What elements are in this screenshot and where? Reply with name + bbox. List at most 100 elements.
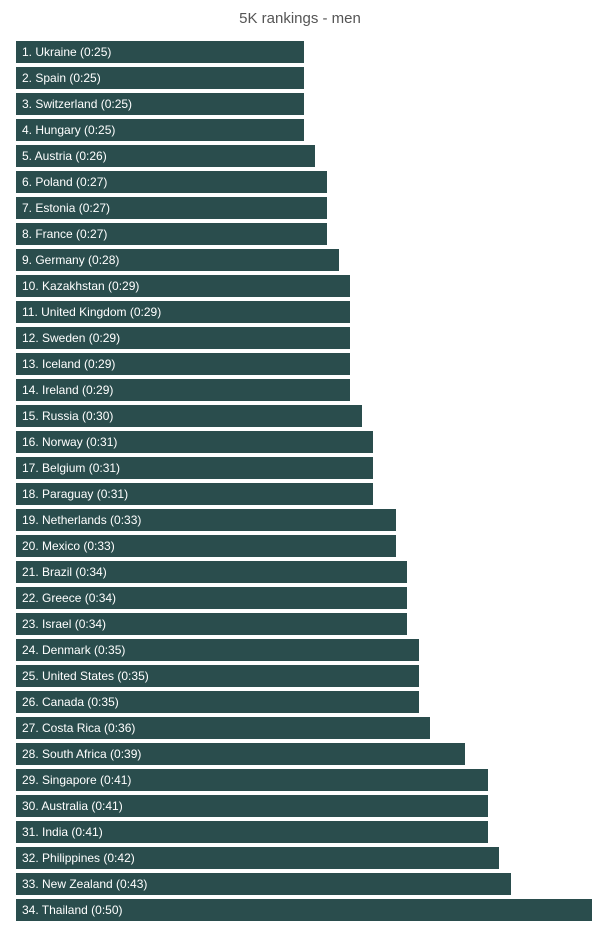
bar-label: 15. Russia (0:30) bbox=[22, 409, 113, 423]
bar-label: 6. Poland (0:27) bbox=[22, 175, 107, 189]
bar-row: 11. United Kingdom (0:29) bbox=[16, 301, 594, 323]
bar-fill: 26. Canada (0:35) bbox=[16, 691, 419, 713]
bar-label: 19. Netherlands (0:33) bbox=[22, 513, 141, 527]
bar-row: 5. Austria (0:26) bbox=[16, 145, 594, 167]
bar-label: 4. Hungary (0:25) bbox=[22, 123, 115, 137]
bar-row: 17. Belgium (0:31) bbox=[16, 457, 594, 479]
bar-label: 34. Thailand (0:50) bbox=[22, 903, 123, 917]
bar-fill: 10. Kazakhstan (0:29) bbox=[16, 275, 350, 297]
bar-list: 1. Ukraine (0:25) 2. Spain (0:25) 3. Switz… bbox=[0, 41, 600, 921]
bar-label: 13. Iceland (0:29) bbox=[22, 357, 115, 371]
bar-row: 19. Netherlands (0:33) bbox=[16, 509, 594, 531]
chart-title: 5K rankings - men bbox=[0, 10, 600, 27]
bar-fill: 2. Spain (0:25) bbox=[16, 67, 304, 89]
bar-label: 33. New Zealand (0:43) bbox=[22, 877, 147, 891]
bar-row: 13. Iceland (0:29) bbox=[16, 353, 594, 375]
bar-label: 27. Costa Rica (0:36) bbox=[22, 721, 135, 735]
bar-row: 33. New Zealand (0:43) bbox=[16, 873, 594, 895]
bar-label: 25. United States (0:35) bbox=[22, 669, 149, 683]
bar-row: 16. Norway (0:31) bbox=[16, 431, 594, 453]
bar-row: 32. Philippines (0:42) bbox=[16, 847, 594, 869]
bar-label: 31. India (0:41) bbox=[22, 825, 103, 839]
bar-fill: 34. Thailand (0:50) bbox=[16, 899, 592, 921]
bar-fill: 6. Poland (0:27) bbox=[16, 171, 327, 193]
bar-label: 9. Germany (0:28) bbox=[22, 253, 119, 267]
bar-fill: 21. Brazil (0:34) bbox=[16, 561, 407, 583]
bar-fill: 27. Costa Rica (0:36) bbox=[16, 717, 430, 739]
bar-fill: 3. Switzerland (0:25) bbox=[16, 93, 304, 115]
bar-fill: 25. United States (0:35) bbox=[16, 665, 419, 687]
bar-label: 22. Greece (0:34) bbox=[22, 591, 116, 605]
bar-row: 18. Paraguay (0:31) bbox=[16, 483, 594, 505]
bar-label: 23. Israel (0:34) bbox=[22, 617, 106, 631]
bar-row: 24. Denmark (0:35) bbox=[16, 639, 594, 661]
bar-label: 2. Spain (0:25) bbox=[22, 71, 101, 85]
bar-fill: 17. Belgium (0:31) bbox=[16, 457, 373, 479]
bar-fill: 20. Mexico (0:33) bbox=[16, 535, 396, 557]
bar-label: 11. United Kingdom (0:29) bbox=[22, 305, 161, 319]
bar-label: 16. Norway (0:31) bbox=[22, 435, 117, 449]
bar-fill: 29. Singapore (0:41) bbox=[16, 769, 488, 791]
bar-label: 7. Estonia (0:27) bbox=[22, 201, 110, 215]
bar-fill: 1. Ukraine (0:25) bbox=[16, 41, 304, 63]
bar-fill: 14. Ireland (0:29) bbox=[16, 379, 350, 401]
bar-fill: 18. Paraguay (0:31) bbox=[16, 483, 373, 505]
bar-fill: 33. New Zealand (0:43) bbox=[16, 873, 511, 895]
bar-row: 3. Switzerland (0:25) bbox=[16, 93, 594, 115]
bar-fill: 12. Sweden (0:29) bbox=[16, 327, 350, 349]
bar-label: 18. Paraguay (0:31) bbox=[22, 487, 128, 501]
bar-row: 34. Thailand (0:50) bbox=[16, 899, 594, 921]
bar-fill: 8. France (0:27) bbox=[16, 223, 327, 245]
bar-label: 21. Brazil (0:34) bbox=[22, 565, 107, 579]
bar-label: 8. France (0:27) bbox=[22, 227, 107, 241]
bar-label: 1. Ukraine (0:25) bbox=[22, 45, 111, 59]
bar-fill: 9. Germany (0:28) bbox=[16, 249, 339, 271]
bar-row: 4. Hungary (0:25) bbox=[16, 119, 594, 141]
bar-label: 14. Ireland (0:29) bbox=[22, 383, 113, 397]
bar-fill: 28. South Africa (0:39) bbox=[16, 743, 465, 765]
bar-row: 20. Mexico (0:33) bbox=[16, 535, 594, 557]
bar-row: 31. India (0:41) bbox=[16, 821, 594, 843]
bar-label: 17. Belgium (0:31) bbox=[22, 461, 120, 475]
bar-fill: 22. Greece (0:34) bbox=[16, 587, 407, 609]
bar-label: 5. Austria (0:26) bbox=[22, 149, 107, 163]
bar-row: 15. Russia (0:30) bbox=[16, 405, 594, 427]
bar-fill: 7. Estonia (0:27) bbox=[16, 197, 327, 219]
bar-label: 24. Denmark (0:35) bbox=[22, 643, 125, 657]
bar-row: 29. Singapore (0:41) bbox=[16, 769, 594, 791]
bar-row: 28. South Africa (0:39) bbox=[16, 743, 594, 765]
bar-label: 29. Singapore (0:41) bbox=[22, 773, 131, 787]
bar-row: 6. Poland (0:27) bbox=[16, 171, 594, 193]
bar-fill: 23. Israel (0:34) bbox=[16, 613, 407, 635]
bar-fill: 16. Norway (0:31) bbox=[16, 431, 373, 453]
bar-fill: 11. United Kingdom (0:29) bbox=[16, 301, 350, 323]
bar-fill: 24. Denmark (0:35) bbox=[16, 639, 419, 661]
bar-row: 7. Estonia (0:27) bbox=[16, 197, 594, 219]
bar-row: 1. Ukraine (0:25) bbox=[16, 41, 594, 63]
bar-row: 10. Kazakhstan (0:29) bbox=[16, 275, 594, 297]
bar-fill: 13. Iceland (0:29) bbox=[16, 353, 350, 375]
bar-fill: 4. Hungary (0:25) bbox=[16, 119, 304, 141]
bar-label: 30. Australia (0:41) bbox=[22, 799, 123, 813]
bar-row: 21. Brazil (0:34) bbox=[16, 561, 594, 583]
bar-row: 27. Costa Rica (0:36) bbox=[16, 717, 594, 739]
bar-row: 26. Canada (0:35) bbox=[16, 691, 594, 713]
bar-row: 30. Australia (0:41) bbox=[16, 795, 594, 817]
bar-row: 22. Greece (0:34) bbox=[16, 587, 594, 609]
bar-fill: 19. Netherlands (0:33) bbox=[16, 509, 396, 531]
bar-row: 9. Germany (0:28) bbox=[16, 249, 594, 271]
bar-row: 14. Ireland (0:29) bbox=[16, 379, 594, 401]
bar-label: 26. Canada (0:35) bbox=[22, 695, 119, 709]
bar-row: 2. Spain (0:25) bbox=[16, 67, 594, 89]
bar-label: 28. South Africa (0:39) bbox=[22, 747, 141, 761]
bar-label: 3. Switzerland (0:25) bbox=[22, 97, 132, 111]
bar-label: 12. Sweden (0:29) bbox=[22, 331, 120, 345]
bar-label: 32. Philippines (0:42) bbox=[22, 851, 135, 865]
bar-fill: 15. Russia (0:30) bbox=[16, 405, 362, 427]
bar-fill: 30. Australia (0:41) bbox=[16, 795, 488, 817]
bar-label: 20. Mexico (0:33) bbox=[22, 539, 115, 553]
chart-container: 5K rankings - men 1. Ukraine (0:25) 2. Sp… bbox=[0, 0, 600, 929]
bar-row: 23. Israel (0:34) bbox=[16, 613, 594, 635]
bar-fill: 5. Austria (0:26) bbox=[16, 145, 315, 167]
bar-fill: 31. India (0:41) bbox=[16, 821, 488, 843]
